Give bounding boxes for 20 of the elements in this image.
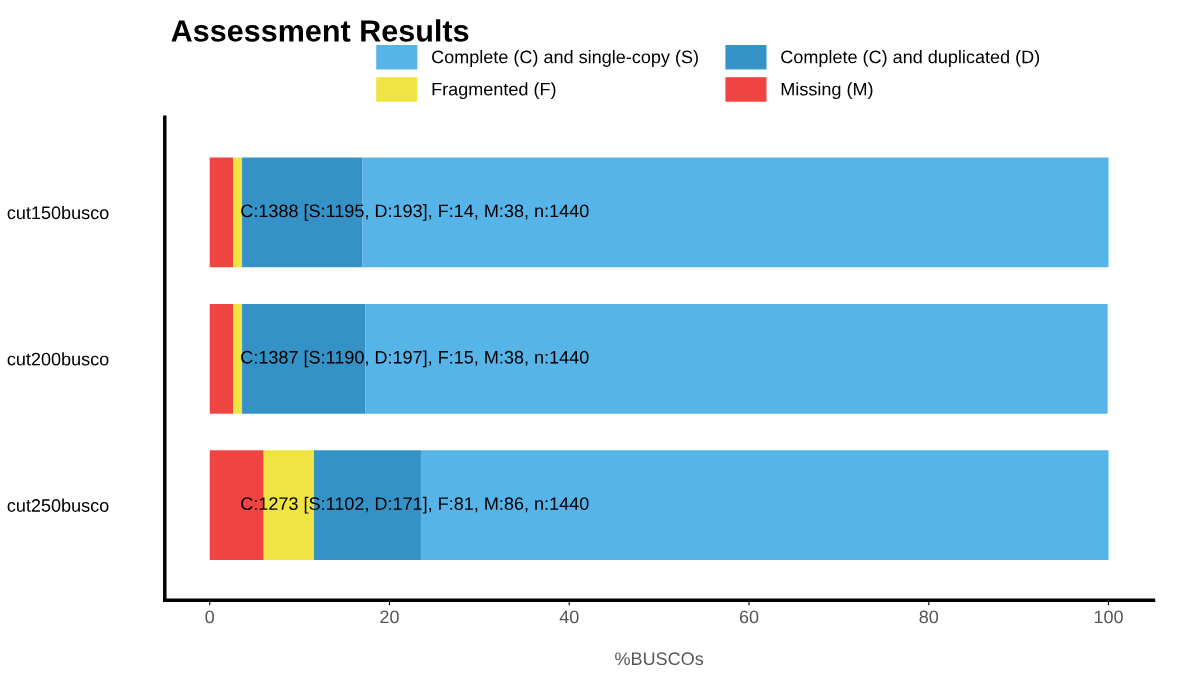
bar (233, 303, 243, 414)
chart-title: Assessment Results (171, 19, 469, 42)
legend-label: Complete (C) and single-copy (S) (432, 50, 698, 67)
x-tick-label: 60 (739, 610, 759, 624)
bar (242, 303, 366, 414)
y-tick-label: cut200busco (7, 352, 109, 366)
legend-label: Fragmented (F) (432, 82, 556, 100)
y-tick-label: cut250busco (7, 498, 109, 512)
x-tick-label: 20 (380, 610, 399, 624)
x-tick-label: 40 (559, 610, 579, 624)
y-tick-label: cut150busco (7, 205, 109, 220)
legend-label: Missing (M) (781, 82, 873, 100)
bar (209, 157, 234, 268)
bar (233, 157, 243, 268)
x-tick-label: 80 (919, 610, 939, 624)
x-tick-label: 100 (1094, 610, 1123, 624)
x-tick-label: 0 (205, 610, 215, 624)
bar (209, 303, 234, 414)
legend-label: Complete (C) and duplicated (D) (781, 50, 1040, 67)
x-axis-title: %BUSCOs (615, 652, 704, 666)
